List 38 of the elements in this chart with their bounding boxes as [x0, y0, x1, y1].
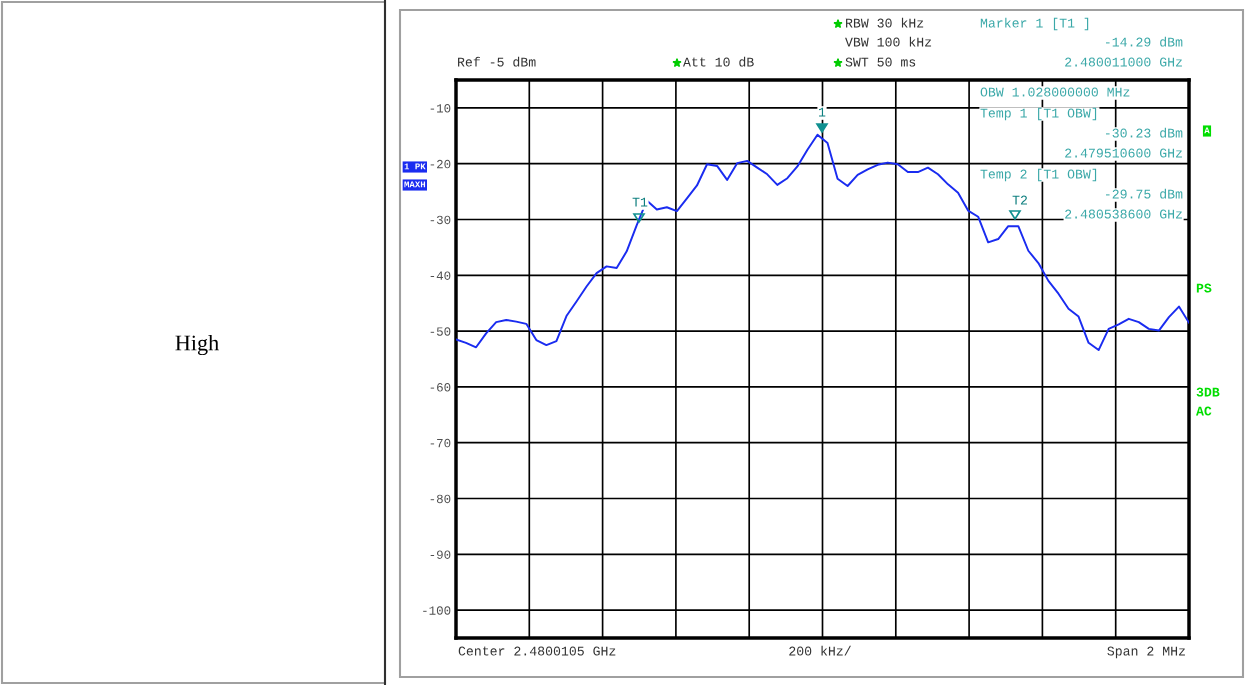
y-tick-label: -60 [430, 383, 451, 392]
y-tick-label: -70 [430, 438, 451, 448]
annotation: Temp 2 [T1 OBW] [980, 168, 1097, 182]
text: 2.480011000 GHz [1065, 57, 1182, 67]
annotation: Temp 1 [T1 OBW] [980, 107, 1097, 121]
y-tick-label: -20 [430, 159, 451, 169]
text: RBW 30 kHz [846, 17, 924, 28]
text: MAXH [404, 181, 426, 188]
y-tick-label: -10 [430, 104, 451, 113]
text: A [1204, 127, 1210, 134]
annotation: T2 [1012, 195, 1027, 205]
y-tick-label: -50 [430, 327, 451, 336]
annotation: -30.23 dBm [1105, 127, 1183, 138]
y-tick-label: -40 [430, 271, 451, 280]
text: Span 2 MHz [1107, 646, 1185, 659]
y-tick-label: -100 [423, 606, 451, 615]
text: PS [1196, 283, 1212, 293]
text: AC [1196, 406, 1212, 416]
y-tick-label: -80 [430, 494, 451, 504]
text: 3DB [1196, 387, 1220, 397]
annotation: 1 [819, 107, 826, 117]
y-tick-label: -30 [430, 215, 451, 225]
annotation: 2.480538600 GHz [1065, 209, 1182, 219]
text: Marker 1 [T1 ] [980, 17, 1089, 31]
text: Center 2.4800105 GHz [458, 646, 616, 656]
y-tick-label: -90 [430, 550, 451, 559]
text: VBW 100 kHz [845, 36, 932, 47]
text: 200 kHz/ [789, 645, 851, 656]
text: High [175, 334, 219, 356]
annotation: T1 [632, 197, 648, 207]
annotation: 2.479510600 GHz [1065, 148, 1182, 158]
annotation: OBW 1.028000000 MHz [980, 87, 1130, 97]
text: 1 PK [404, 163, 426, 170]
text: Ref -5 dBm [458, 56, 536, 67]
text: Att 10 dB [683, 56, 754, 67]
text: SWT 50 ms [845, 57, 916, 67]
text: -14.29 dBm [1105, 36, 1183, 47]
annotation: -29.75 dBm [1105, 188, 1183, 199]
